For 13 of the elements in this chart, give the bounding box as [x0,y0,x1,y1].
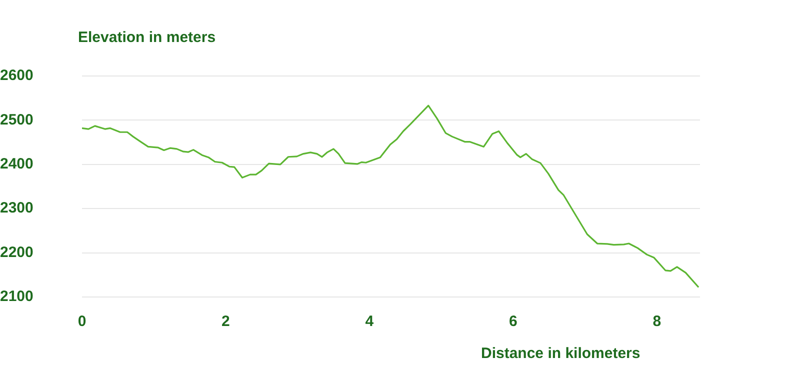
y-tick-label: 2400 [0,156,34,173]
y-tick-label: 2600 [0,67,34,84]
y-tick-label: 2500 [0,111,34,128]
y-tick-label: 2300 [0,200,34,217]
x-tick-label: 0 [78,313,86,330]
x-tick-label: 2 [222,313,230,330]
y-tick-label: 2100 [0,288,34,306]
x-axis-title: Distance in kilometers [481,345,640,362]
x-tick-label: 8 [652,313,662,330]
x-tick-label: 4 [365,313,374,330]
x-tick-label: 6 [508,313,518,330]
y-axis-title: Elevation in meters [78,29,216,46]
y-tick-label: 2200 [0,244,34,261]
